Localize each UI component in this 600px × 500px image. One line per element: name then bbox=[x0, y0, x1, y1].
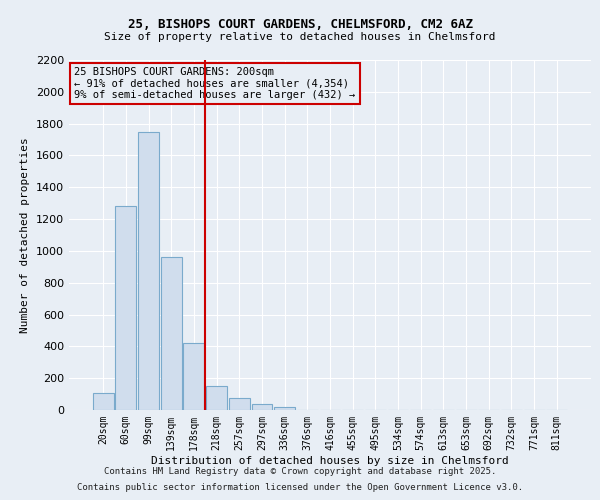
Bar bbox=[93, 392, 113, 410]
Text: Contains public sector information licensed under the Open Government Licence v3: Contains public sector information licen… bbox=[77, 484, 523, 492]
Bar bbox=[206, 386, 227, 410]
Text: Size of property relative to detached houses in Chelmsford: Size of property relative to detached ho… bbox=[104, 32, 496, 42]
Text: 25, BISHOPS COURT GARDENS, CHELMSFORD, CM2 6AZ: 25, BISHOPS COURT GARDENS, CHELMSFORD, C… bbox=[128, 18, 473, 30]
Bar bbox=[184, 343, 205, 410]
Bar bbox=[115, 206, 136, 410]
Bar bbox=[274, 407, 295, 410]
Y-axis label: Number of detached properties: Number of detached properties bbox=[20, 137, 31, 333]
Bar bbox=[229, 398, 250, 410]
X-axis label: Distribution of detached houses by size in Chelmsford: Distribution of detached houses by size … bbox=[151, 456, 509, 466]
Bar bbox=[251, 404, 272, 410]
Text: 25 BISHOPS COURT GARDENS: 200sqm
← 91% of detached houses are smaller (4,354)
9%: 25 BISHOPS COURT GARDENS: 200sqm ← 91% o… bbox=[74, 67, 355, 100]
Bar bbox=[138, 132, 159, 410]
Bar bbox=[161, 258, 182, 410]
Text: Contains HM Land Registry data © Crown copyright and database right 2025.: Contains HM Land Registry data © Crown c… bbox=[104, 467, 496, 476]
